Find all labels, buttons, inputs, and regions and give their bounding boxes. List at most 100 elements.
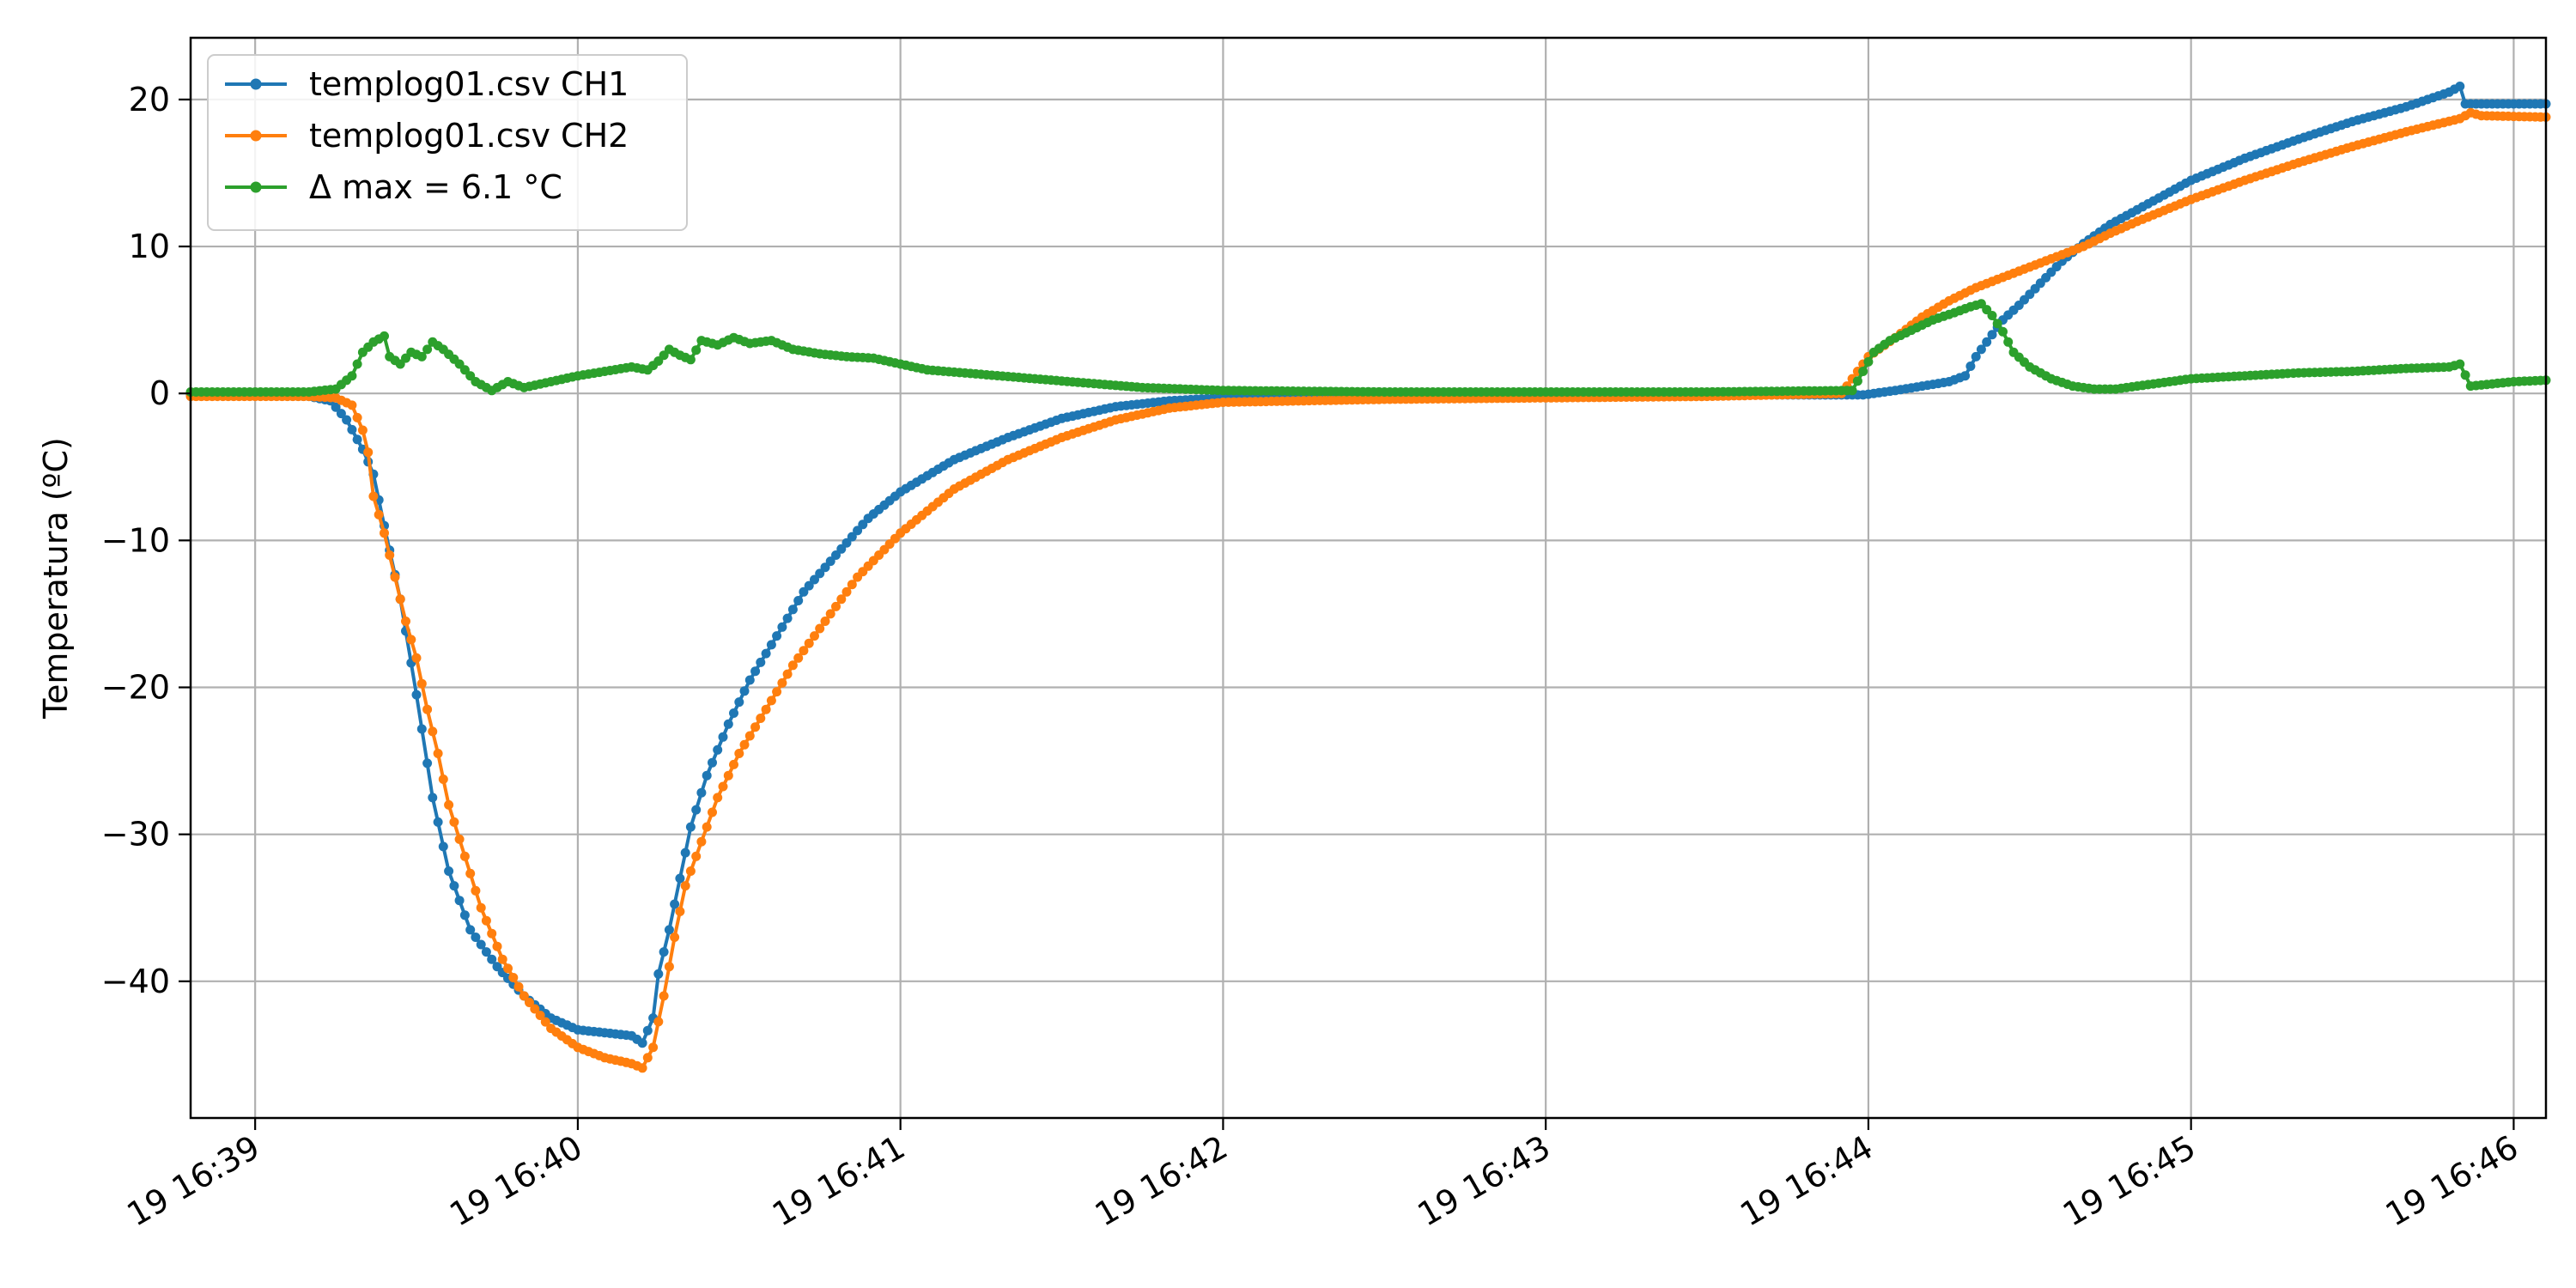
data-point: [831, 601, 841, 611]
data-point: [395, 594, 405, 605]
data-point: [815, 623, 825, 634]
data-point: [777, 622, 787, 632]
data-point: [734, 749, 744, 758]
data-point: [691, 805, 702, 815]
data-point: [481, 947, 491, 957]
data-point: [487, 928, 497, 939]
data-point: [739, 686, 750, 696]
data-point: [756, 657, 766, 667]
data-point: [761, 704, 771, 714]
data-point: [739, 739, 750, 750]
y-tick-label: −20: [101, 669, 170, 707]
data-point: [459, 851, 470, 861]
data-point: [476, 939, 486, 950]
data-point: [810, 574, 819, 585]
data-point: [787, 605, 798, 615]
data-point: [653, 1017, 664, 1027]
data-point: [642, 1053, 653, 1063]
data-point: [702, 822, 712, 832]
data-point: [793, 596, 804, 605]
data-point: [702, 770, 712, 781]
data-point: [433, 749, 443, 758]
data-point: [734, 697, 744, 708]
data-point: [1852, 376, 1862, 386]
data-point: [804, 580, 814, 591]
data-point: [831, 550, 841, 560]
data-point: [1976, 344, 1986, 355]
data-point: [648, 1042, 659, 1053]
data-point: [411, 653, 422, 663]
data-point: [433, 817, 443, 827]
data-point: [497, 954, 507, 964]
data-point: [680, 881, 690, 891]
data-point: [363, 447, 374, 458]
data-point: [406, 635, 416, 645]
data-point: [513, 981, 524, 992]
data-point: [487, 954, 497, 964]
data-point: [503, 963, 513, 974]
data-point: [744, 675, 755, 685]
data-point: [782, 613, 793, 623]
data-point: [729, 708, 738, 718]
legend-label: Δ max = 6.1 °C: [309, 168, 562, 206]
data-point: [713, 744, 723, 755]
data-point: [352, 434, 362, 445]
data-point: [428, 793, 438, 803]
data-point: [471, 933, 481, 942]
data-point: [841, 538, 852, 548]
legend-label: templog01.csv CH1: [309, 65, 629, 103]
data-point: [1971, 351, 1981, 361]
data-point: [444, 866, 454, 876]
data-point: [723, 770, 733, 781]
data-point: [380, 528, 389, 538]
plot-frame: [189, 36, 2548, 1120]
data-point: [342, 415, 352, 425]
data-point: [525, 998, 534, 1007]
y-tick-label: −30: [101, 816, 170, 854]
data-point: [416, 678, 427, 689]
data-point: [691, 345, 702, 355]
legend-label: templog01.csv CH2: [309, 117, 629, 155]
data-point: [729, 759, 738, 769]
data-point: [847, 532, 857, 542]
legend: templog01.csv CH1 templog01.csv CH2 Δ max …: [207, 54, 688, 231]
legend-swatch-marker: [250, 130, 262, 142]
data-point: [718, 732, 728, 742]
data-point: [793, 653, 804, 663]
data-point: [2455, 82, 2465, 91]
series-3: [185, 299, 2551, 397]
data-point: [390, 572, 400, 582]
data-point: [422, 758, 433, 769]
data-point: [836, 594, 847, 605]
data-point: [675, 907, 685, 916]
data-point: [853, 526, 863, 536]
data-point: [825, 556, 835, 567]
data-point: [685, 822, 696, 832]
data-point: [675, 873, 685, 884]
data-point: [723, 719, 733, 729]
data-point: [347, 400, 357, 410]
data-point: [374, 509, 384, 519]
data-point: [756, 714, 766, 723]
data-point: [766, 696, 776, 706]
data-point: [492, 941, 502, 951]
y-axis-label: Temperatura (ºC): [37, 437, 75, 720]
data-point: [438, 775, 448, 784]
data-point: [449, 817, 459, 827]
data-point: [401, 617, 410, 626]
data-point: [411, 690, 422, 700]
data-point: [454, 896, 465, 906]
data-point: [459, 910, 470, 920]
data-point: [2455, 359, 2465, 369]
legend-swatch-marker: [250, 78, 262, 90]
data-point: [799, 586, 809, 597]
data-point: [653, 969, 664, 979]
data-point: [449, 881, 459, 891]
data-point: [476, 902, 486, 913]
data-point: [422, 704, 433, 714]
data-point: [810, 631, 819, 641]
data-point: [820, 617, 830, 626]
data-point: [787, 660, 798, 671]
data-point: [2003, 337, 2014, 347]
